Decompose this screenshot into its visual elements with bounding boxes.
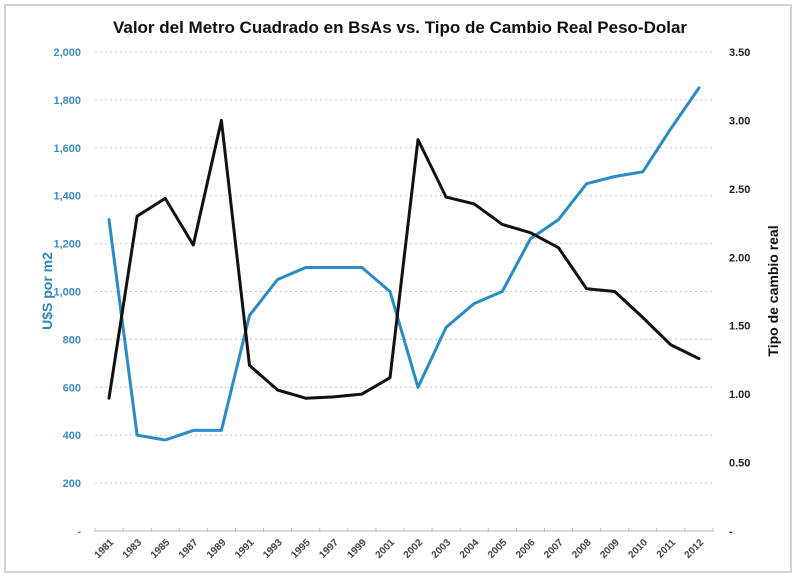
- x-tick-label: 1997: [317, 537, 341, 561]
- right-tick-label: -: [729, 526, 733, 538]
- left-tick-label: 1,800: [53, 95, 81, 107]
- x-tick-label: 2008: [570, 537, 594, 561]
- x-tick-label: 2003: [430, 537, 454, 561]
- x-tick-label: 1987: [177, 537, 201, 561]
- x-tick-label: 1983: [121, 537, 145, 561]
- x-tick-label: 2002: [402, 537, 426, 561]
- right-tick-label: 1.50: [729, 321, 750, 333]
- right-tick-label: 3.50: [729, 47, 750, 59]
- x-tick-label: 1993: [261, 537, 285, 561]
- left-tick-label: 2,000: [53, 47, 81, 59]
- right-tick-label: 1.00: [729, 389, 750, 401]
- x-tick-label: 1991: [233, 537, 257, 561]
- x-tick-label: 2010: [626, 537, 650, 561]
- right-tick-label: 3.00: [729, 115, 750, 127]
- x-tick-label: 2011: [655, 537, 678, 560]
- x-tick-label: 2005: [486, 537, 510, 561]
- series-lines: [107, 86, 701, 442]
- chart-frame: [4, 4, 792, 573]
- series-line-precio-m2: [107, 86, 701, 442]
- left-tick-label: 1,400: [53, 191, 81, 203]
- x-tick-label: 1985: [149, 537, 173, 561]
- right-tick-label: 2.00: [729, 252, 750, 264]
- right-tick-label: 0.50: [729, 458, 750, 470]
- x-tick-label: 1999: [345, 537, 369, 561]
- left-axis-ticks: - 200 400 600 800 1,000 1,200 1,400 1,600 1,800 2,…: [53, 47, 81, 538]
- left-tick-label: 400: [63, 430, 81, 442]
- x-tick-label: 2012: [683, 537, 707, 561]
- right-tick-label: 2.50: [729, 184, 750, 196]
- series-line-tipo-de-cambio: [107, 118, 701, 400]
- left-tick-label: 1,200: [53, 239, 81, 251]
- left-tick-label: 800: [63, 334, 81, 346]
- right-axis-ticks: - 0.50 1.00 1.50 2.00 2.50 3.00 3.50: [729, 47, 750, 538]
- x-tick-label: 1981: [93, 537, 117, 561]
- x-tick-label: 2007: [542, 537, 566, 561]
- left-tick-label: 1,000: [53, 287, 81, 299]
- x-tick-label: 2004: [458, 537, 482, 561]
- left-tick-label: 600: [63, 382, 81, 394]
- left-tick-label: 1,600: [53, 143, 81, 155]
- chart-title: Valor del Metro Cuadrado en BsAs vs. Tip…: [113, 18, 687, 37]
- y-axis-label-left: U$S por m2: [39, 252, 55, 330]
- x-axis: 1981 1983 1985 1987 1989 1991 1993 1995 1997 1999…: [93, 528, 714, 561]
- x-tick-label: 1995: [289, 537, 313, 561]
- y-axis-label-right: Tipo de cambio real: [765, 225, 781, 356]
- left-tick-label: 200: [63, 478, 81, 490]
- x-tick-label: 2006: [514, 537, 538, 561]
- left-tick-label: -: [77, 526, 81, 538]
- x-tick-label: 2009: [598, 537, 622, 561]
- x-tick-label: 2001: [374, 537, 398, 561]
- x-tick-label: 1989: [205, 537, 229, 561]
